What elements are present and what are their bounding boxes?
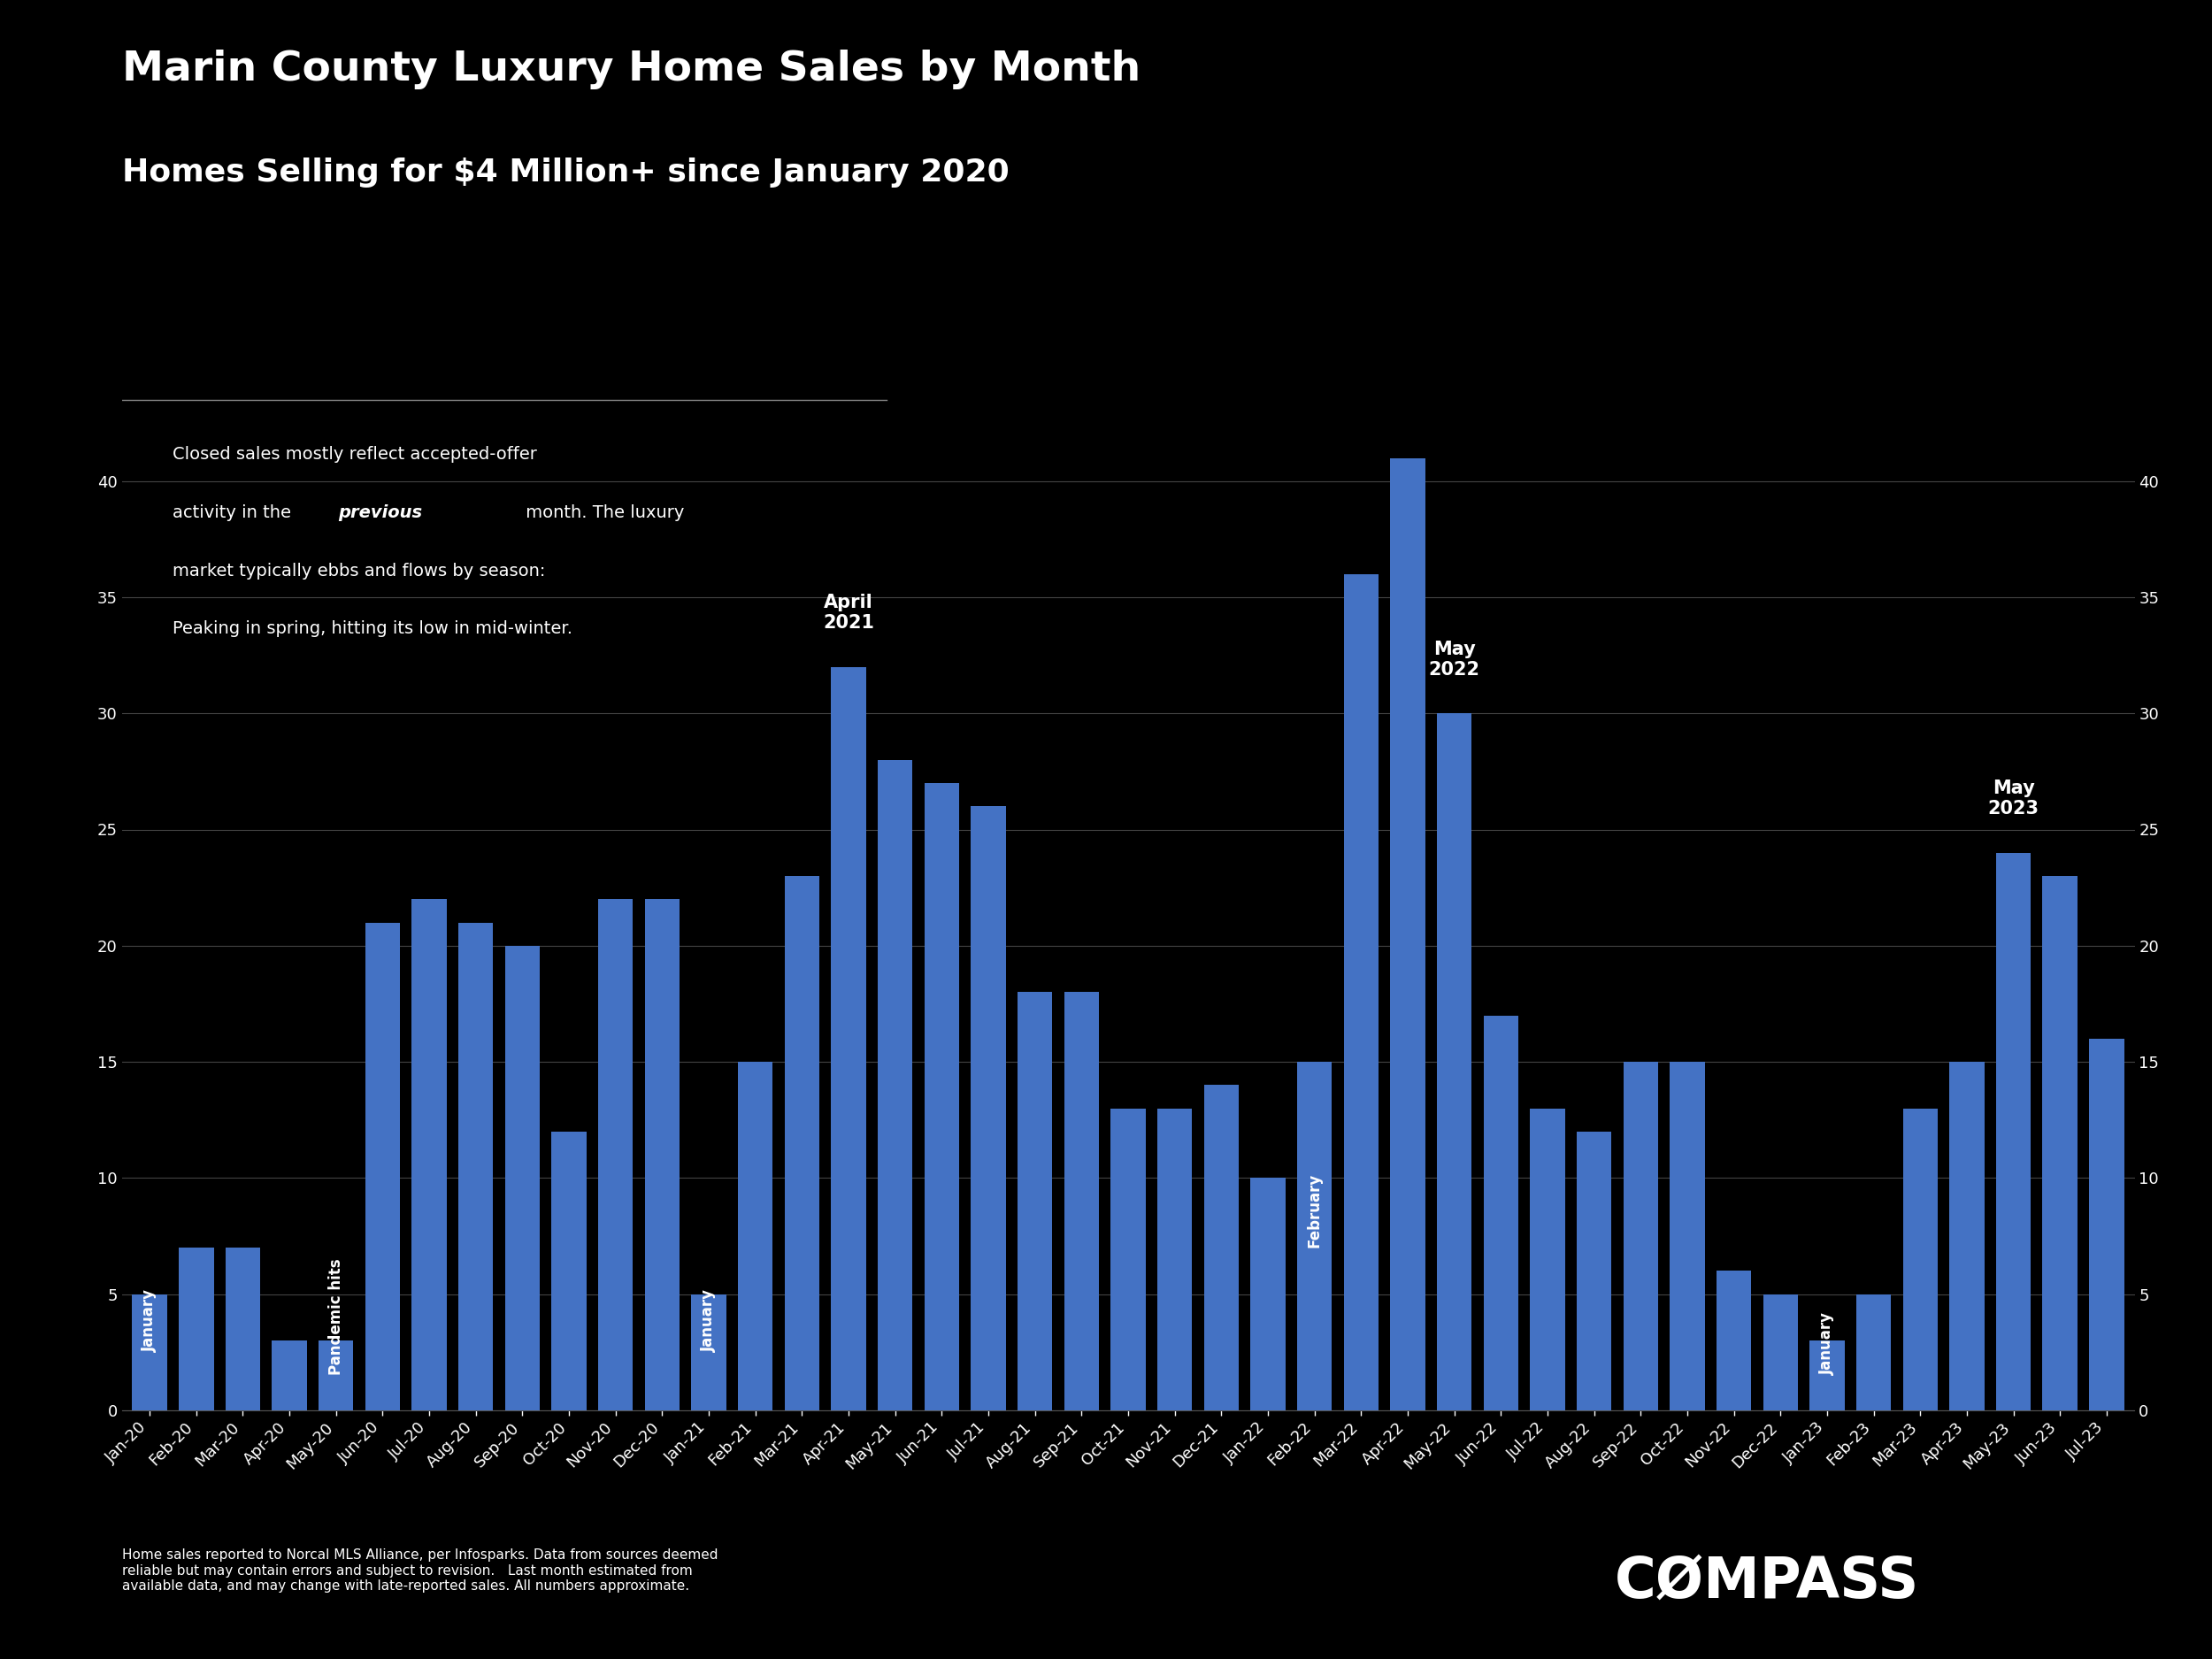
Bar	[1949, 1062, 1984, 1410]
Bar	[925, 783, 960, 1410]
Text: month. The luxury: month. The luxury	[520, 504, 684, 521]
Bar	[1624, 1062, 1659, 1410]
Bar	[2042, 876, 2077, 1410]
Text: May
2022: May 2022	[1429, 640, 1480, 679]
Text: market typically ebbs and flows by season:: market typically ebbs and flows by seaso…	[173, 562, 546, 579]
Bar	[692, 1294, 726, 1410]
Bar	[1995, 853, 2031, 1410]
Bar	[179, 1248, 215, 1410]
Bar	[133, 1294, 168, 1410]
Bar	[272, 1340, 307, 1410]
Bar	[1343, 574, 1378, 1410]
Bar	[1809, 1340, 1845, 1410]
Bar	[319, 1340, 354, 1410]
Text: Homes Selling for $4 Million+ since January 2020: Homes Selling for $4 Million+ since Janu…	[122, 158, 1009, 187]
Bar	[1438, 713, 1471, 1410]
Bar	[878, 760, 914, 1410]
Text: January: January	[1818, 1312, 1836, 1375]
Text: Home sales reported to Norcal MLS Alliance, per Infosparks. Data from sources de: Home sales reported to Norcal MLS Allian…	[122, 1548, 717, 1593]
Text: CØMPASS: CØMPASS	[1615, 1554, 1920, 1609]
Bar	[1717, 1271, 1752, 1410]
Bar	[1064, 992, 1099, 1410]
Bar	[365, 922, 400, 1410]
Bar	[1763, 1294, 1798, 1410]
Bar	[597, 899, 633, 1410]
Bar	[832, 667, 867, 1410]
Bar	[1856, 1294, 1891, 1410]
Bar	[1157, 1108, 1192, 1410]
Bar	[2088, 1039, 2124, 1410]
Bar	[971, 806, 1006, 1410]
Bar	[1110, 1108, 1146, 1410]
Text: Marin County Luxury Home Sales by Month: Marin County Luxury Home Sales by Month	[122, 50, 1141, 90]
Text: activity in the: activity in the	[173, 504, 296, 521]
Bar	[644, 899, 679, 1410]
Bar	[1670, 1062, 1705, 1410]
Bar	[504, 946, 540, 1410]
Bar	[411, 899, 447, 1410]
Bar	[551, 1131, 586, 1410]
Text: February: February	[1307, 1173, 1323, 1248]
Bar	[785, 876, 818, 1410]
Bar	[458, 922, 493, 1410]
Bar	[1577, 1131, 1613, 1410]
Text: Pandemic hits: Pandemic hits	[327, 1259, 343, 1375]
Text: January: January	[142, 1289, 157, 1352]
Text: Closed sales mostly reflect accepted-offer: Closed sales mostly reflect accepted-off…	[173, 446, 538, 463]
Text: Peaking in spring, hitting its low in mid-winter.: Peaking in spring, hitting its low in mi…	[173, 620, 573, 637]
Bar	[1389, 458, 1425, 1410]
Text: May
2023: May 2023	[1989, 780, 2039, 818]
Bar	[1531, 1108, 1564, 1410]
Text: January: January	[701, 1289, 717, 1352]
Bar	[226, 1248, 261, 1410]
Bar	[739, 1062, 772, 1410]
Bar	[1902, 1108, 1938, 1410]
Bar	[1203, 1085, 1239, 1410]
Text: April
2021: April 2021	[823, 594, 874, 632]
Text: previous: previous	[338, 504, 422, 521]
Bar	[1250, 1178, 1285, 1410]
Bar	[1018, 992, 1053, 1410]
Bar	[1296, 1062, 1332, 1410]
Bar	[1484, 1015, 1517, 1410]
